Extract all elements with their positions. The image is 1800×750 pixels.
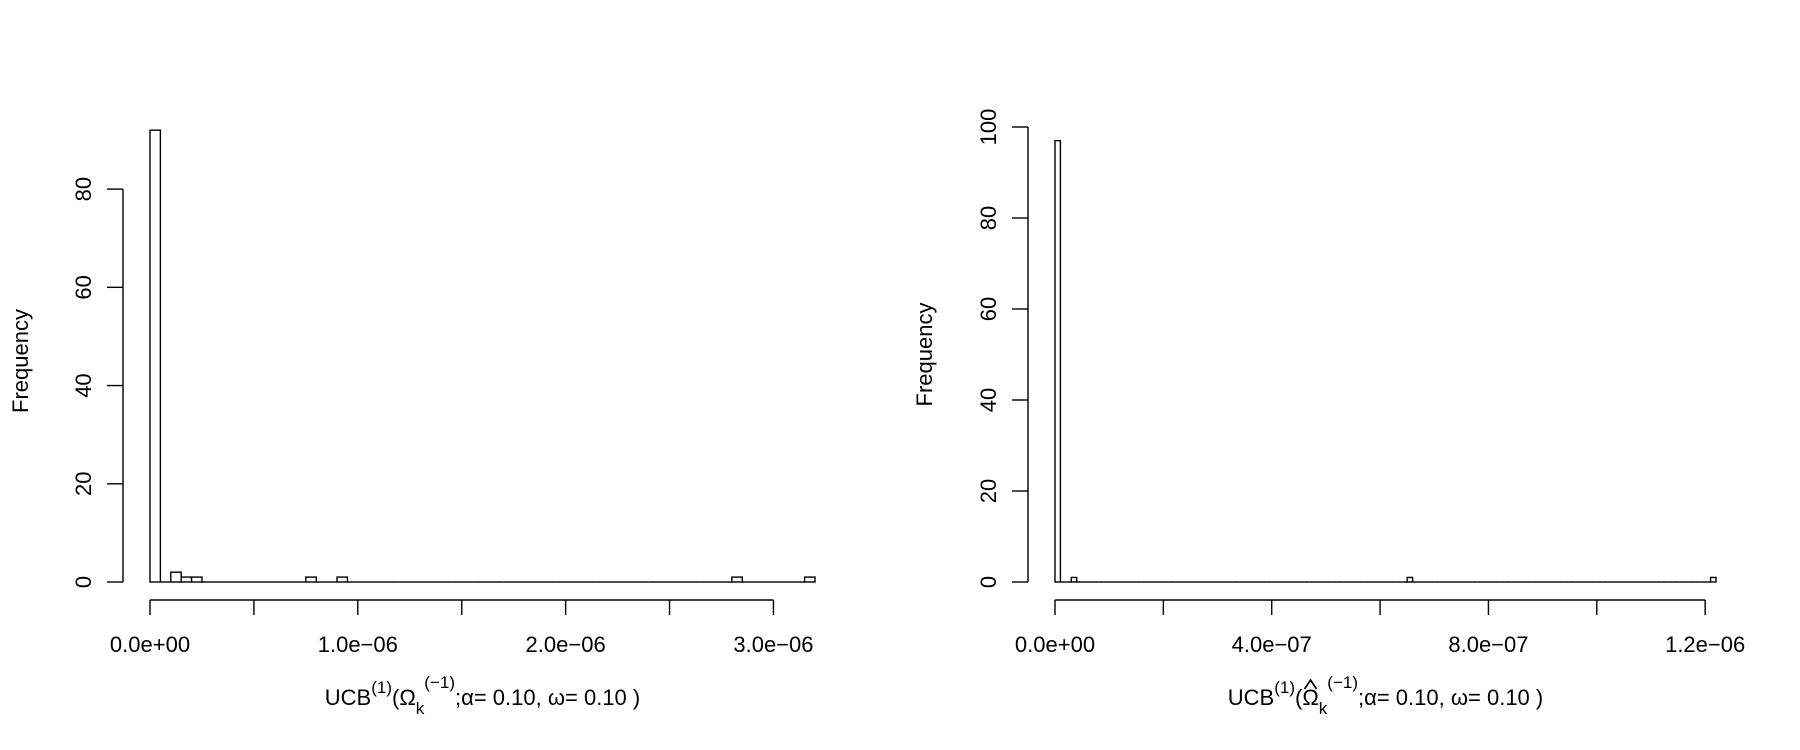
histogram-panel-right: 0 20 40 60 80 100 0.0e+00 4.0e−07 8.0e−07 1.2e−06… [912,109,1745,718]
x-tick-label: 1.0e−06 [318,632,398,657]
x-axis-label-open: ( [392,685,400,710]
x-axis-label-sub: k [1319,699,1328,718]
y-tick-label: 60 [976,297,1001,321]
y-tick-label: 80 [71,177,96,201]
x-axis-label-sub: k [416,699,425,718]
histogram-panel-left: 0 20 40 60 80 0.0e+00 1.0e−06 2.0e−06 3.0e−06 Fre… [8,129,816,718]
x-axis-label-open: ( [1295,685,1303,710]
y-tick-label: 40 [976,388,1001,412]
histogram-bar [170,571,182,583]
x-tick-label: 0.0e+00 [1015,632,1095,657]
y-tick-label: 40 [71,373,96,397]
x-tick-label: 2.0e−06 [526,632,606,657]
x-axis-label-sup1: (1) [1274,678,1295,697]
histogram-bar [803,576,816,583]
x-axis-label-suffix: ;α= 0.10, ω= 0.10 ) [455,685,640,710]
x-tick-label: 3.0e−06 [733,632,813,657]
x-axis-label-prefix: UCB [325,685,371,710]
y-tick-label: 60 [71,275,96,299]
y-axis-label: Frequency [912,303,937,407]
x-axis-label-sup2: (−1) [1327,673,1358,692]
x-axis-label-symbol: Ω [1302,685,1318,710]
y-tick-label: 100 [976,109,1001,146]
x-tick-label: 4.0e−07 [1232,632,1312,657]
histogram-bar [149,129,162,583]
histogram-bar [731,576,743,583]
x-axis-label-prefix: UCB [1228,685,1274,710]
y-tick-label: 0 [976,576,1001,588]
hat-accent [1303,678,1318,690]
histogram-bar [1070,576,1078,583]
x-tick-label: 0.0e+00 [110,632,190,657]
y-tick-label: 0 [71,576,96,588]
x-axis-label-sup1: (1) [371,678,392,697]
histogram-bar [1709,576,1717,583]
y-tick-label: 80 [976,206,1001,230]
x-axis-label-sup2: (−1) [424,673,455,692]
x-axis-label-symbol: Ω [399,685,415,710]
histogram-bar [180,576,193,583]
y-axis-label: Frequency [8,309,33,413]
y-tick-label: 20 [976,479,1001,503]
x-axis-label: UCB(1)(Ωk (−1);α= 0.10, ω= 0.10 ) [325,673,640,718]
x-axis-label-suffix: ;α= 0.10, ω= 0.10 ) [1358,685,1543,710]
histogram-bar [336,576,349,583]
x-tick-label: 1.2e−06 [1665,632,1745,657]
x-axis-label: UCB(1)(Ωk (−1);α= 0.10, ω= 0.10 ) [1228,673,1543,718]
x-tick-label: 8.0e−07 [1448,632,1528,657]
histogram-bar [1406,576,1414,583]
histogram-bar [190,576,203,583]
histogram-bar [1054,139,1062,583]
y-tick-label: 20 [71,472,96,496]
histogram-bar [305,576,317,583]
